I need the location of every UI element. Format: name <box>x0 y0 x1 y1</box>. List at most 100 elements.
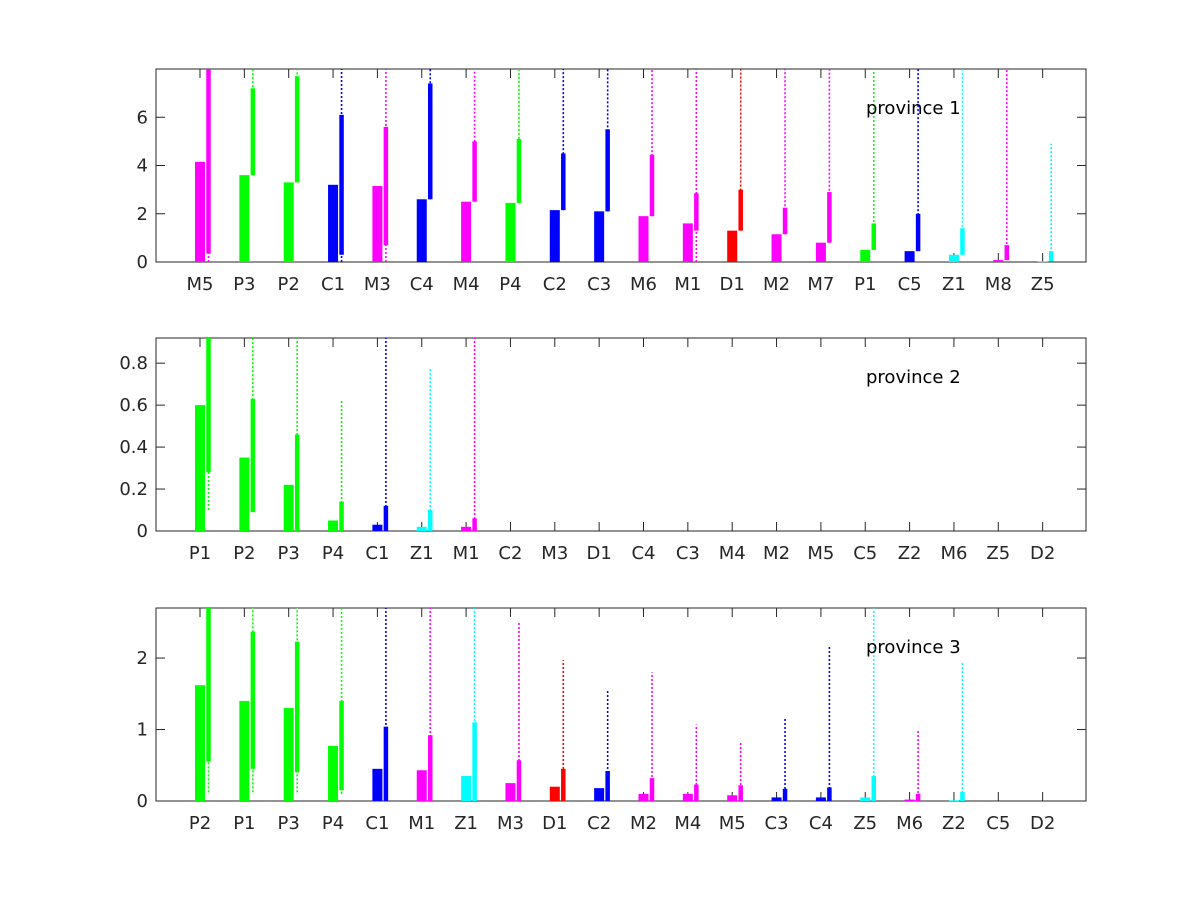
interval-bar <box>339 501 344 531</box>
interval-bar <box>738 189 743 231</box>
x-tick-label: Z5 <box>1031 274 1055 295</box>
x-tick-label: C1 <box>321 274 345 295</box>
x-tick-label: M1 <box>674 274 701 295</box>
value-bar <box>239 175 250 262</box>
interval-bar <box>561 153 566 211</box>
x-tick-label: D1 <box>586 543 611 564</box>
value-bar <box>549 786 560 801</box>
interval-bar <box>383 126 389 246</box>
x-tick-label: C5 <box>853 543 877 564</box>
interval-bar <box>960 228 965 255</box>
plot-area-frame <box>155 337 1087 532</box>
x-tick-label: Z5 <box>986 543 1010 564</box>
x-tick-label: C3 <box>587 274 611 295</box>
value-bar <box>239 700 250 801</box>
interval-bar <box>383 505 389 531</box>
interval-bar <box>428 83 433 200</box>
chart-panel-3: 0 1 2 P2 P1 P3 P4 C1 M1 Z1 M3 D1 C2 M2 M4 M5 C3 C4 Z5 M6 Z2 C… <box>137 607 1087 834</box>
value-bar <box>283 708 294 801</box>
interval-bar <box>383 726 389 801</box>
interval-bar <box>206 338 211 473</box>
value-bar <box>372 768 383 801</box>
x-tick-label: M2 <box>630 813 657 834</box>
value-bar <box>328 520 339 531</box>
value-bar <box>283 484 294 531</box>
x-tick-label: C2 <box>587 813 611 834</box>
x-tick-label: M1 <box>453 543 480 564</box>
x-tick-label: M3 <box>541 543 568 564</box>
x-tick-label: M8 <box>985 274 1012 295</box>
value-bar <box>283 182 294 262</box>
value-bar <box>727 230 738 262</box>
interval-bar <box>250 88 256 176</box>
interval-bar <box>605 129 610 212</box>
value-bar <box>239 457 250 531</box>
value-bar <box>815 797 826 801</box>
interval-bar <box>339 114 344 255</box>
x-tick-label: C1 <box>365 543 389 564</box>
y-tick-label: 6 <box>137 107 148 128</box>
value-bar <box>416 770 427 801</box>
value-bar <box>328 184 339 262</box>
x-tick-label: M6 <box>896 813 923 834</box>
value-bar <box>195 685 205 801</box>
panel-title: province 3 <box>866 637 961 658</box>
y-tick-label: 0 <box>137 791 148 812</box>
x-tick-label: P3 <box>278 813 300 834</box>
x-tick-label: C4 <box>809 813 833 834</box>
x-tick-label: Z1 <box>942 274 966 295</box>
value-bar <box>682 793 693 801</box>
interval-bar <box>871 775 876 801</box>
value-bar <box>594 211 605 262</box>
value-bar <box>771 797 782 801</box>
value-bar <box>505 202 516 262</box>
value-bar <box>904 251 915 262</box>
chart-panel-1: 0 2 4 6 M5 P3 P2 C1 M3 C4 M4 P4 C2 C3 M6 M1 D1 M2 M7 P1 C5 Z1… <box>137 68 1087 295</box>
interval-bar <box>915 213 921 252</box>
y-tick-label: 4 <box>137 156 148 177</box>
x-tick-label: P4 <box>499 274 521 295</box>
x-tick-label: M3 <box>497 813 524 834</box>
x-tick-label: P1 <box>189 543 211 564</box>
x-tick-label: C2 <box>543 274 567 295</box>
x-tick-label: C4 <box>410 274 434 295</box>
x-tick-label: C2 <box>498 543 522 564</box>
interval-bar <box>294 76 300 183</box>
x-tick-label: C3 <box>765 813 789 834</box>
x-tick-label: D1 <box>720 274 745 295</box>
value-bar <box>461 526 472 531</box>
interval-bar <box>694 784 699 801</box>
interval-bar <box>339 700 344 791</box>
interval-bar <box>472 518 477 531</box>
value-bar <box>461 201 472 262</box>
x-tick-label: M4 <box>674 813 701 834</box>
value-bar <box>948 800 959 802</box>
x-tick-label: Z5 <box>853 813 877 834</box>
value-bar <box>638 793 649 801</box>
value-bar <box>638 216 649 262</box>
y-tick-label: 2 <box>137 204 148 225</box>
x-tick-label: C3 <box>676 543 700 564</box>
y-tick-label: 2 <box>137 648 148 669</box>
value-bar <box>993 260 1004 262</box>
interval-bar <box>472 141 477 202</box>
x-tick-label: M4 <box>453 274 480 295</box>
x-tick-label: D2 <box>1030 813 1055 834</box>
interval-bar <box>915 793 921 801</box>
value-bar <box>328 745 339 801</box>
interval-bar <box>206 608 211 762</box>
x-tick-label: C5 <box>898 274 922 295</box>
x-tick-label: C4 <box>631 543 655 564</box>
y-tick-label: 0.2 <box>119 479 148 500</box>
x-tick-label: M6 <box>630 274 657 295</box>
value-bar <box>416 199 427 262</box>
panel-title: province 2 <box>866 367 961 388</box>
x-tick-label: M2 <box>763 274 790 295</box>
value-bar <box>416 526 427 531</box>
value-bar <box>372 186 383 262</box>
interval-bar <box>250 398 256 513</box>
x-tick-label: P4 <box>322 813 344 834</box>
x-tick-label: Z2 <box>942 813 966 834</box>
x-tick-label: M2 <box>763 543 790 564</box>
